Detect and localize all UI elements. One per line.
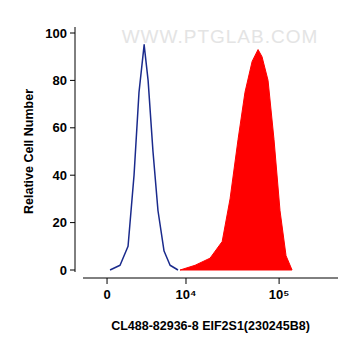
y-tick bbox=[70, 175, 75, 176]
x-tick bbox=[107, 278, 108, 284]
y-tick-label: 60 bbox=[53, 120, 67, 135]
watermark: WWW.PTGLAB.COM bbox=[122, 26, 319, 47]
y-tick bbox=[70, 270, 75, 271]
histogram-line bbox=[110, 45, 178, 270]
y-tick bbox=[70, 33, 75, 34]
y-axis-label: Relative Cell Number bbox=[22, 89, 36, 214]
x-tick-label: 10⁴ bbox=[176, 287, 197, 302]
y-axis bbox=[75, 27, 76, 272]
histogram-area bbox=[180, 50, 292, 270]
x-tick bbox=[279, 278, 280, 284]
y-tick bbox=[70, 127, 75, 128]
x-axis bbox=[83, 278, 338, 279]
x-axis-label: CL488-82936-8 EIF2S1(230245B8) bbox=[111, 319, 310, 333]
plot-area bbox=[110, 45, 292, 270]
chart: WWW.PTGLAB.COM 0 20 40 60 80 100 0 10⁴ 10⁵ CL488-8… bbox=[0, 0, 361, 356]
y-tick-label: 0 bbox=[60, 263, 67, 278]
y-tick bbox=[70, 80, 75, 81]
x-tick-label: 10⁵ bbox=[269, 287, 290, 302]
y-tick-label: 80 bbox=[53, 73, 67, 88]
y-tick bbox=[70, 222, 75, 223]
y-tick-label: 20 bbox=[53, 215, 67, 230]
x-tick bbox=[185, 278, 186, 284]
y-tick-label: 100 bbox=[45, 26, 67, 41]
x-tick-label: 0 bbox=[103, 287, 110, 302]
y-tick-label: 40 bbox=[53, 168, 67, 183]
